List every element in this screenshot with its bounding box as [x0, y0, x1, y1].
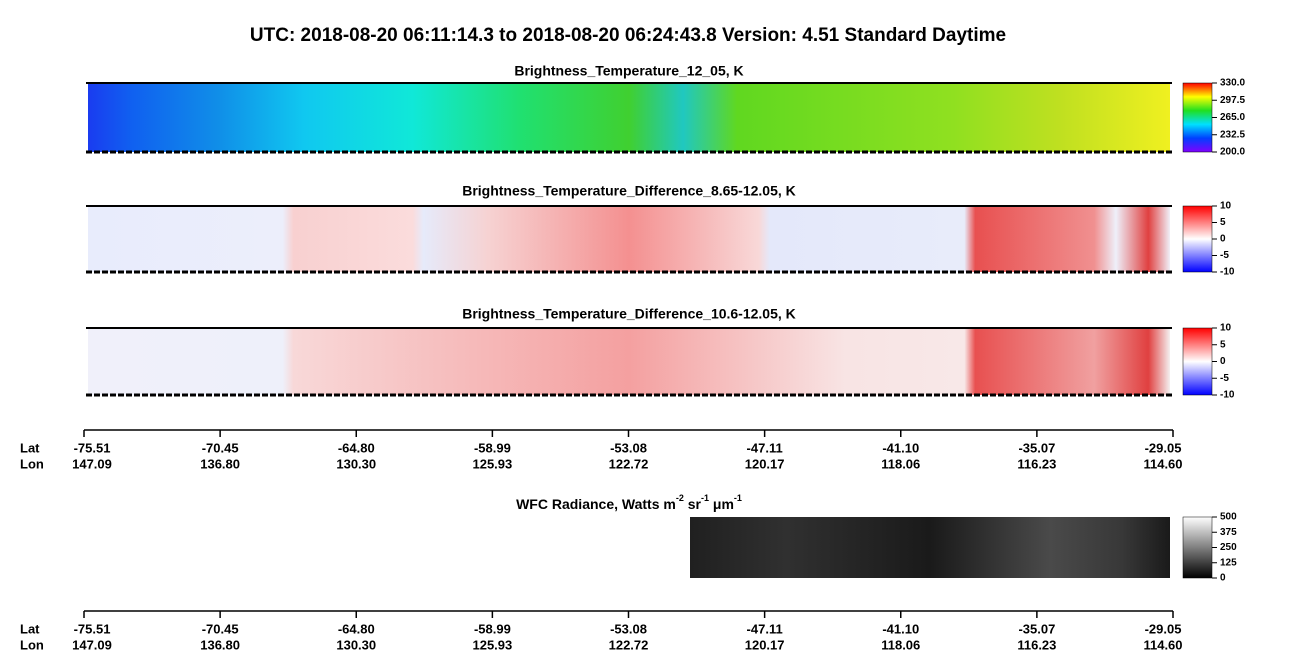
- colorbar-tick-label: 375: [1220, 527, 1237, 538]
- colorbar-tick-label: -10: [1220, 390, 1235, 401]
- lat-tick-label: -47.11: [747, 440, 783, 455]
- colorbar-tick-label: 5: [1220, 217, 1226, 228]
- colorbar-tick-label: 10: [1220, 201, 1232, 212]
- colorbar: [1182, 327, 1213, 396]
- colorbar-tick-label: 10: [1220, 323, 1232, 334]
- lon-tick-label: 136.80: [200, 637, 240, 652]
- lon-tick-label: 118.06: [881, 637, 920, 652]
- lat-tick-label: -41.10: [882, 440, 919, 455]
- lon-tick-label: 136.80: [200, 456, 240, 471]
- colorbar-tick-label: 200.0: [1220, 147, 1245, 158]
- lat-tick-label: -29.05: [1145, 440, 1182, 455]
- lat-tick-label: -75.51: [74, 440, 111, 455]
- lon-tick-label: 147.09: [72, 456, 112, 471]
- colorbar-tick-label: 297.5: [1220, 95, 1245, 106]
- lat-label: Lat: [20, 621, 40, 636]
- lon-tick-label: 120.17: [745, 637, 785, 652]
- lon-label: Lon: [20, 637, 44, 652]
- page-title: UTC: 2018-08-20 06:11:14.3 to 2018-08-20…: [250, 25, 1006, 46]
- colorbar-tick-label: 125: [1220, 557, 1237, 568]
- lat-tick-label: -41.10: [882, 621, 919, 636]
- lon-tick-label: 122.72: [609, 637, 649, 652]
- panel-title: Brightness_Temperature_Difference_10.6-1…: [462, 306, 796, 322]
- lon-tick-label: 125.93: [472, 637, 512, 652]
- lat-tick-label: -53.08: [610, 621, 647, 636]
- colorbar-tick-label: 0: [1220, 573, 1226, 584]
- colorbar-tick-label: 5: [1220, 339, 1226, 350]
- title-part: μm: [709, 496, 734, 512]
- lon-tick-label: 116.23: [1017, 637, 1056, 652]
- lat-tick-label: -35.07: [1018, 621, 1055, 636]
- colorbar-tick-label: -5: [1220, 373, 1229, 384]
- lon-tick-label: 147.09: [72, 637, 112, 652]
- lat-tick-label: -53.08: [610, 440, 647, 455]
- lon-tick-label: 122.72: [609, 456, 649, 471]
- lat-tick-label: -29.05: [1145, 621, 1182, 636]
- lon-tick-label: 118.06: [881, 456, 920, 471]
- title-part: sr: [684, 496, 702, 512]
- panel-title: Brightness_Temperature_12_05, K: [514, 63, 743, 79]
- lat-tick-label: -58.99: [474, 621, 511, 636]
- lat-tick-label: -64.80: [338, 440, 375, 455]
- panel-title: Brightness_Temperature_Difference_8.65-1…: [462, 183, 796, 199]
- colorbar: [1182, 205, 1213, 273]
- colorbar-tick-label: 265.0: [1220, 112, 1245, 123]
- colorbar-tick-label: 250: [1220, 542, 1237, 553]
- colorbar-tick-label: 0: [1220, 356, 1226, 367]
- lon-tick-label: 116.23: [1017, 456, 1056, 471]
- lon-tick-label: 130.30: [336, 456, 376, 471]
- superscript: -1: [734, 493, 742, 503]
- colorbar-tick-label: 500: [1220, 512, 1237, 523]
- title-part: WFC Radiance, Watts m: [516, 496, 676, 512]
- colorbar-tick-label: -5: [1220, 250, 1229, 261]
- colorbar: [1182, 82, 1213, 153]
- lat-tick-label: -75.51: [74, 621, 111, 636]
- lon-tick-label: 114.60: [1143, 456, 1182, 471]
- lon-label: Lon: [20, 456, 44, 471]
- lat-tick-label: -58.99: [474, 440, 511, 455]
- swath-image: [690, 517, 1170, 578]
- lat-tick-label: -35.07: [1018, 440, 1055, 455]
- lat-label: Lat: [20, 440, 40, 455]
- colorbar-tick-label: -10: [1220, 267, 1235, 278]
- lon-tick-label: 125.93: [472, 456, 512, 471]
- lat-tick-label: -70.45: [202, 621, 239, 636]
- lat-tick-label: -47.11: [747, 621, 783, 636]
- colorbar-tick-label: 330.0: [1220, 78, 1245, 89]
- lat-tick-label: -64.80: [338, 621, 375, 636]
- panel-title: WFC Radiance, Watts m-2 sr-1 μm-1: [516, 493, 742, 511]
- swath-image: [88, 328, 1170, 395]
- lon-tick-label: 120.17: [745, 456, 785, 471]
- swath-image: [88, 206, 1170, 272]
- colorbar-tick-label: 232.5: [1220, 129, 1245, 140]
- lon-tick-label: 114.60: [1143, 637, 1182, 652]
- colorbar-tick-label: 0: [1220, 234, 1226, 245]
- colorbar: [1182, 516, 1213, 579]
- swath-image: [88, 83, 1170, 152]
- superscript: -2: [676, 493, 684, 503]
- lat-tick-label: -70.45: [202, 440, 239, 455]
- lon-tick-label: 130.30: [336, 637, 376, 652]
- superscript: -1: [701, 493, 709, 503]
